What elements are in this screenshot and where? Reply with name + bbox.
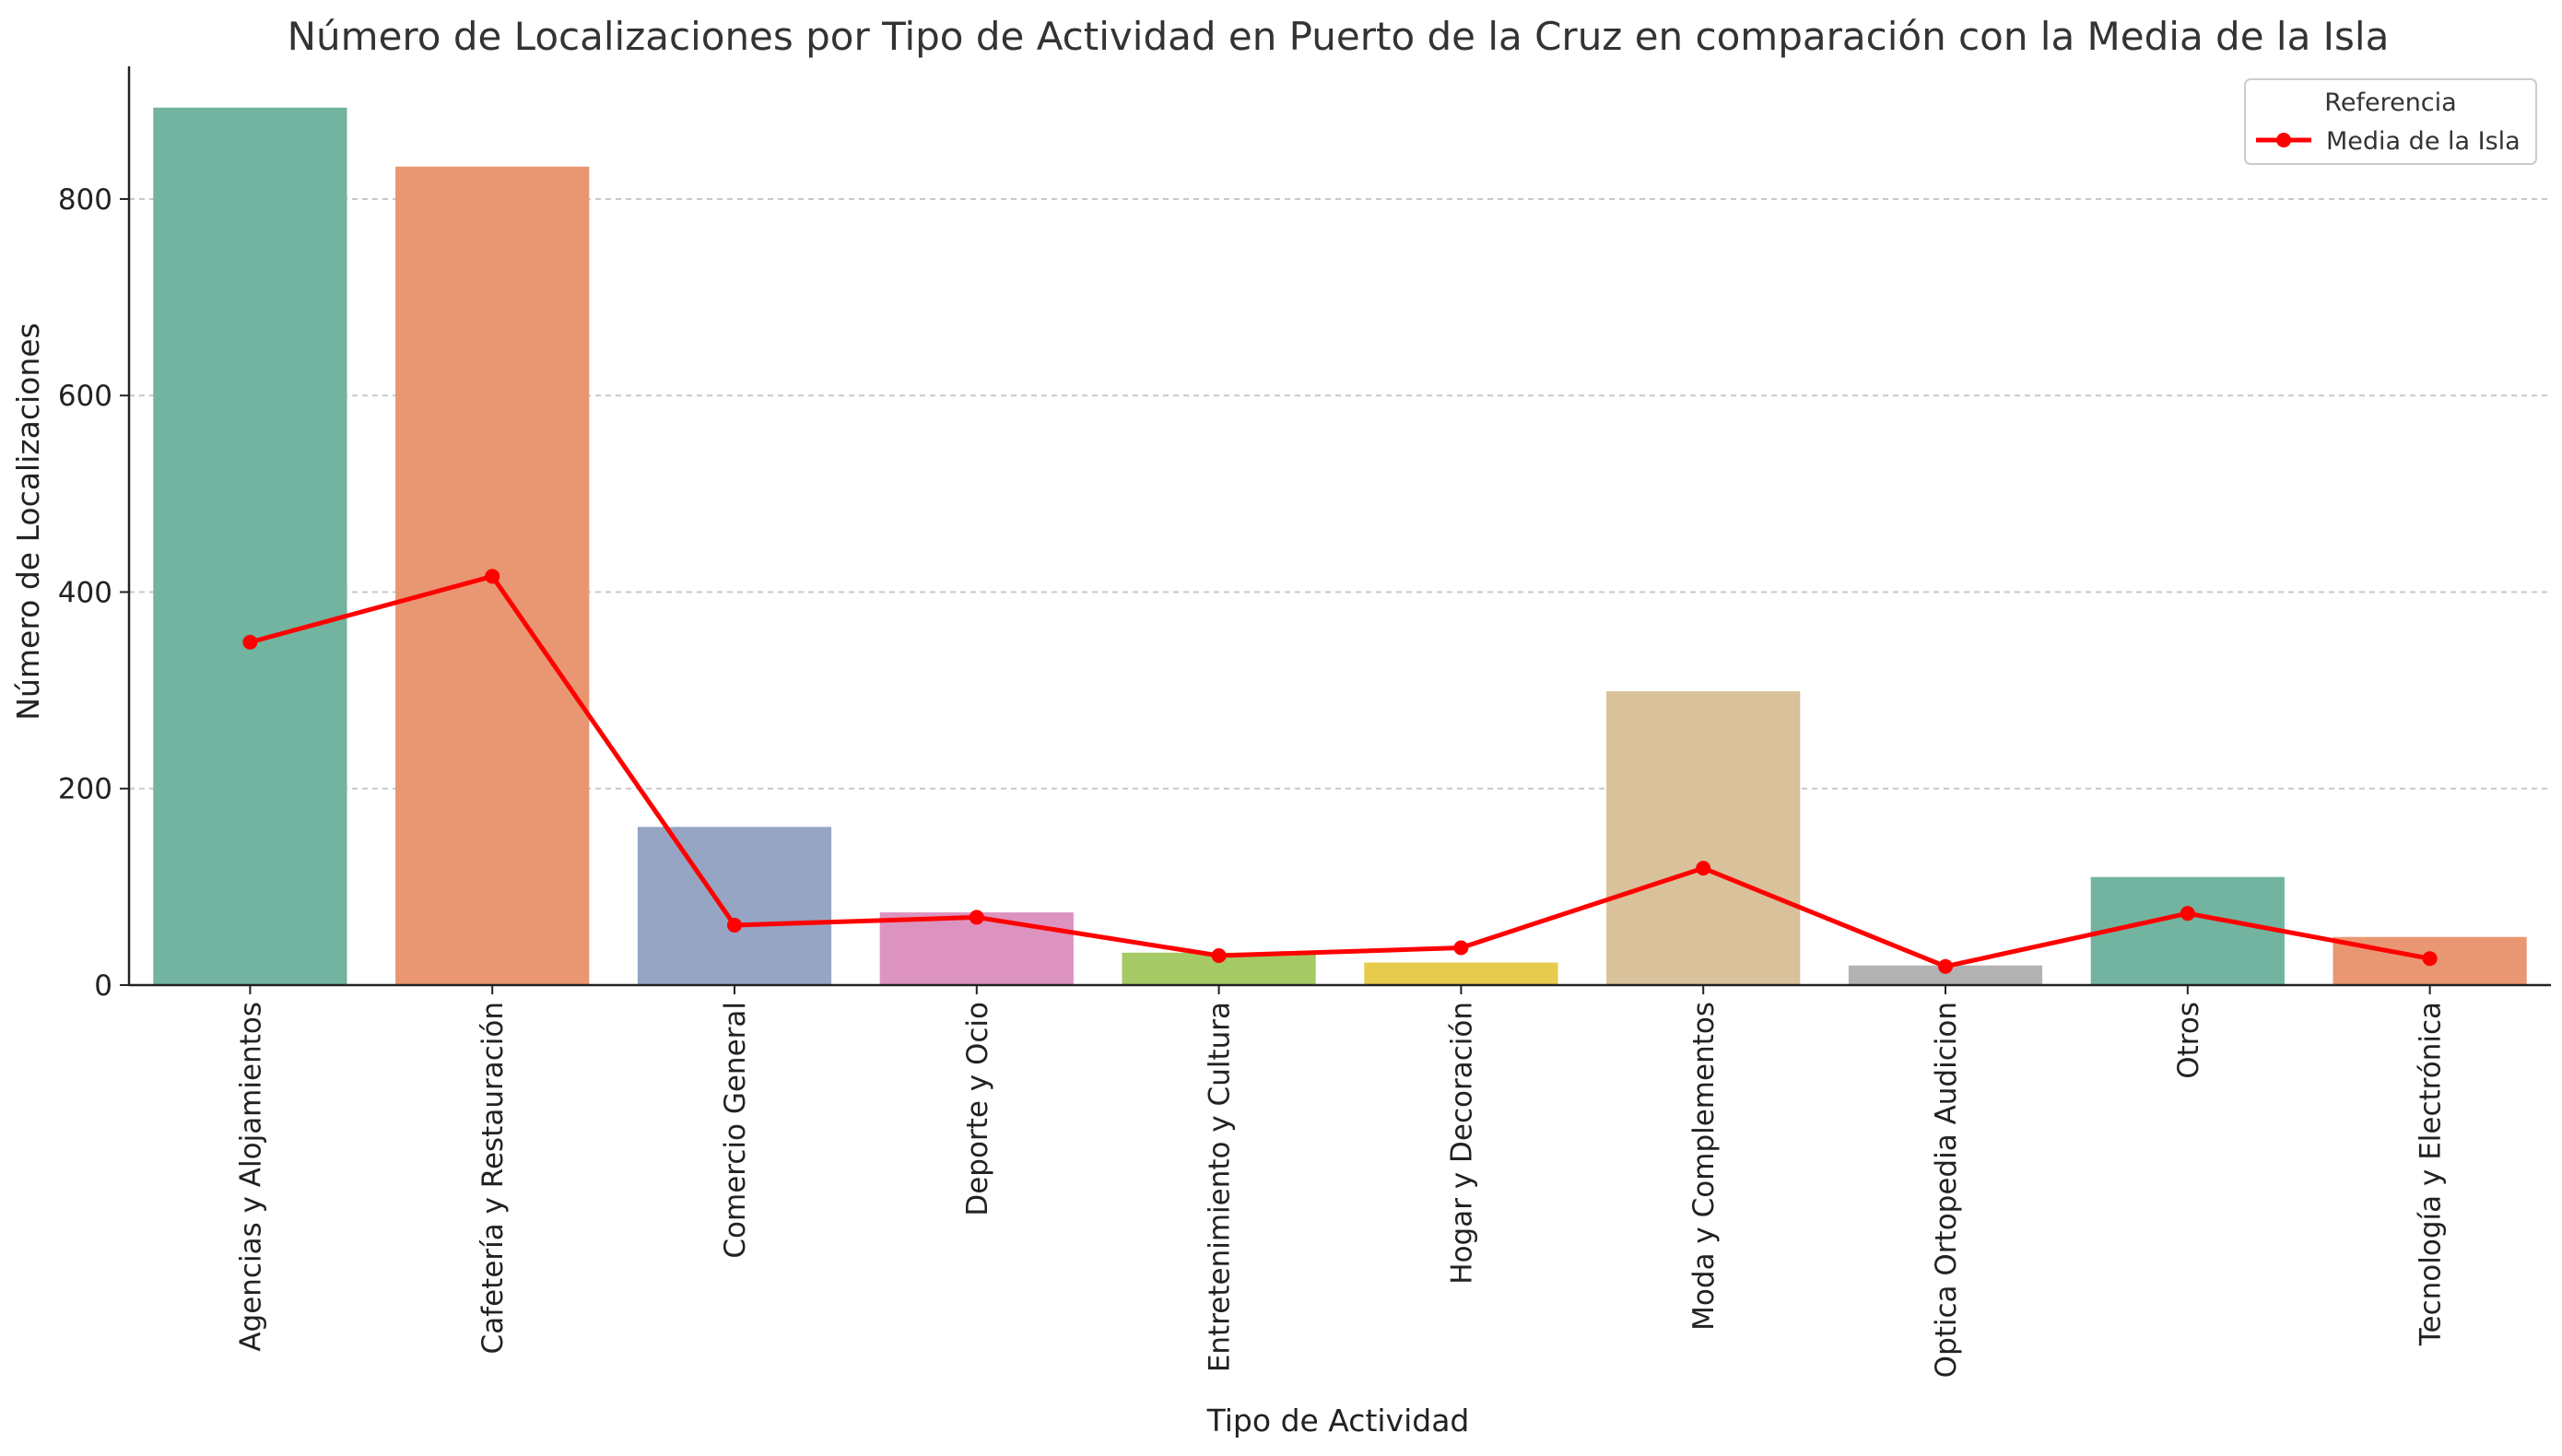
average-point [242,634,258,650]
bars [153,107,2527,985]
x-tick-label: Tecnología y Electrónica [2415,1002,2448,1346]
x-tick-label: Moda y Complementos [1687,1002,1721,1331]
x-tick-label: Hogar y Decoración [1445,1002,1478,1285]
legend-box [2244,78,2537,165]
y-tick-label: 800 [58,183,112,217]
average-point [969,910,984,925]
x-tick-label: Otros [2172,1002,2205,1079]
y-axis-label: Número de Localizaciones [10,323,46,720]
x-tick-label: Cafetería y Restauración [476,1002,510,1354]
average-point [1938,958,1953,974]
average-line-series [242,569,2438,974]
average-point [1696,861,1711,876]
x-tick-label: Agencias y Alojamientos [234,1002,267,1352]
average-point [2422,951,2438,967]
bar [637,827,832,985]
average-point [1211,948,1227,964]
average-point [485,569,500,584]
bar [2090,876,2285,985]
legend-marker-swatch [2276,133,2291,147]
grid-lines [129,197,2551,790]
y-tick-label: 0 [94,969,112,1003]
legend-title: Referencia [2324,88,2456,117]
bar [1606,691,1801,985]
x-axis-label: Tipo de Actividad [1206,1403,1470,1438]
average-point [2180,906,2195,922]
bar [153,107,347,985]
x-tick-label: Comercio General [719,1002,752,1259]
bar [1364,962,1558,985]
y-tick-label: 400 [58,576,112,609]
x-tick-label: Deporte y Ocio [961,1002,994,1216]
axes [120,66,2551,994]
y-tick-labels: 0 200 400 600 800 [58,183,112,1003]
average-point [727,917,742,933]
chart-title: Número de Localizaciones por Tipo de Act… [288,14,2390,59]
legend: Referencia Media de la Isla [2244,78,2537,165]
average-point [1453,940,1469,956]
legend-entry-label: Media de la Isla [2326,127,2521,156]
x-tick-label: Entretenimiento y Cultura [1204,1002,1237,1372]
y-tick-label: 600 [58,380,112,413]
x-tick-label: Optica Ortopedia Audicion [1930,1002,1963,1378]
average-line [249,573,2431,969]
x-tick-labels: Agencias y Alojamientos Cafetería y Resta… [234,1002,2447,1378]
bar [1848,965,2043,985]
y-tick-label: 200 [58,773,112,806]
